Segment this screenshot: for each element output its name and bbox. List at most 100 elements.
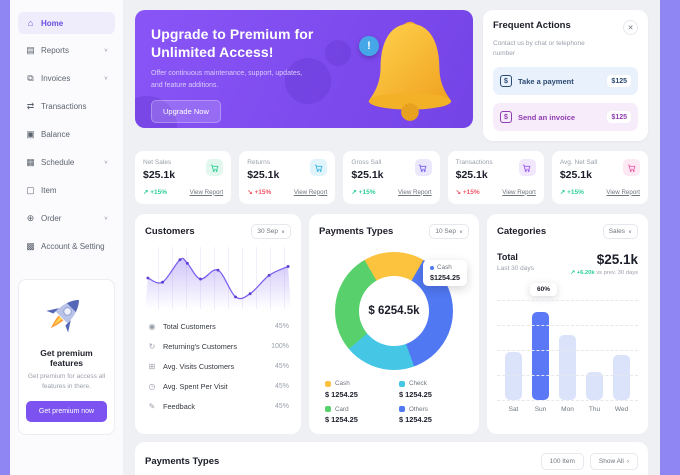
banner-subtitle: Offer continuous maintenance, support, u…	[151, 70, 303, 89]
customers-icon: ◉	[148, 321, 156, 331]
notification-badge: !	[359, 36, 379, 56]
sidebar-item-balance[interactable]: ▣ Balance	[18, 123, 115, 146]
stat-change: ↗ +15%	[351, 189, 376, 197]
banner-title: Upgrade to Premium for Unlimited Access!	[151, 26, 314, 61]
sidebar-item-label: Balance	[41, 130, 70, 139]
sidebar-item-label: Home	[41, 18, 64, 28]
cart-icon	[310, 159, 328, 177]
reports-icon: ▤	[26, 45, 35, 55]
legend-item-others: Others $ 1254.25	[399, 405, 432, 425]
chevron-right-icon: ›	[626, 458, 629, 466]
bottom-section-title: Payments Types	[145, 456, 220, 468]
legend-item-cash: Cash $ 1254.25	[325, 380, 358, 399]
bar-mon[interactable]	[559, 335, 576, 401]
clock-icon: ◷	[148, 381, 156, 391]
sidebar-item-order[interactable]: ⊕ Order ∨	[18, 207, 115, 230]
period-label: Last 30 days	[497, 265, 534, 273]
metric-row-avg-spent: ◷ Avg. Spent Per Visit 45%	[148, 381, 290, 391]
trend-down-icon: ↘	[247, 189, 253, 197]
upgrade-now-button[interactable]: Upgrade Now	[151, 99, 221, 123]
donut-hole: $ 6254.5k	[359, 276, 429, 347]
chevron-down-icon: ∨	[280, 229, 285, 235]
sidebar-item-reports[interactable]: ▤ Reports ∨	[18, 39, 115, 62]
trend-up-icon: ↗	[570, 270, 576, 277]
payments-period-dropdown[interactable]: 10 Sep ∨	[429, 224, 469, 240]
bar-sun[interactable]	[532, 312, 549, 401]
action-amount: $125	[607, 75, 631, 88]
stat-label: Returns	[247, 159, 270, 167]
categories-bar-chart: 60% Sat Sun	[497, 283, 638, 413]
close-button[interactable]: ✕	[623, 20, 638, 35]
sidebar-promo-card: Get premium features Get premium for acc…	[18, 279, 115, 436]
trend-up-icon: ↗	[143, 189, 149, 197]
sidebar-item-invoices[interactable]: ⧉ Invoices ∨	[18, 67, 115, 90]
gridline	[497, 325, 638, 327]
left-accent-strip	[0, 0, 10, 475]
customers-panel: Customers 30 Sep ∨	[135, 214, 301, 435]
donut-center-value: $ 6254.5k	[368, 305, 420, 318]
chevron-down-icon: ∨	[103, 76, 108, 82]
gridline	[497, 375, 638, 377]
promo-description: Get premium for access all features in t…	[27, 373, 106, 391]
categories-summary: Total Last 30 days $25.1k ↗ +6.20k vs pr…	[497, 252, 638, 276]
stat-change: ↘ +15%	[455, 189, 480, 197]
stat-card-returns: Returns $25.1k ↘ +15% View Report	[239, 151, 336, 205]
stat-label: Avg. Net Sall	[559, 159, 598, 167]
sidebar-item-label: Account & Setting	[41, 242, 105, 251]
metric-row-avg-visits: ⊞ Avg. Visits Customers 45%	[148, 361, 289, 371]
sidebar-item-account-setting[interactable]: ▩ Account & Setting	[18, 235, 115, 258]
stat-change: ↘ +15%	[247, 189, 272, 197]
chevron-down-icon: ∨	[627, 229, 632, 235]
chevron-down-icon: ∨	[103, 160, 108, 166]
show-all-button[interactable]: Show All ›	[589, 453, 638, 471]
schedule-icon: ▦	[26, 157, 35, 167]
gridline	[497, 300, 638, 302]
stat-value: $25.1k	[559, 169, 592, 182]
legend-swatch	[325, 380, 331, 387]
tooltip-dot	[430, 265, 435, 270]
stat-value: $25.1k	[247, 169, 280, 182]
sidebar-item-label: Item	[41, 186, 57, 195]
view-report-link[interactable]: View Report	[293, 188, 328, 196]
top-row: ! Upgrade to Premium for Unlimited Acces…	[135, 10, 648, 142]
transactions-icon: ⇄	[26, 101, 35, 111]
cart-icon	[206, 159, 224, 177]
bar-thu[interactable]	[586, 372, 603, 401]
view-report-link[interactable]: View Report	[502, 188, 536, 196]
sidebar-item-schedule[interactable]: ▦ Schedule ∨	[18, 151, 115, 174]
metric-row-returning-customers: ↻ Returning's Customers 100%	[148, 341, 289, 351]
item-count-button[interactable]: 100 Item	[540, 453, 584, 471]
sidebar-item-item[interactable]: ▢ Item	[18, 179, 115, 202]
categories-filter-dropdown[interactable]: Sales ∨	[602, 224, 638, 240]
dollar-icon: $	[500, 75, 512, 88]
stat-card-gross-sall: Gross Sall $25.1k ↗ +15% View Report	[343, 151, 440, 205]
view-report-link[interactable]: View Report	[189, 188, 224, 196]
bar-sat[interactable]	[505, 352, 522, 401]
customers-metric-list: ◉ Total Customers 45% ↻ Returning's Cust…	[145, 316, 291, 416]
frequent-actions-card: Frequent Actions ✕ Contact us by chat or…	[483, 10, 648, 142]
customers-period-dropdown[interactable]: 30 Sep ∨	[251, 224, 291, 240]
view-report-link[interactable]: View Report	[398, 188, 432, 196]
customers-line-chart	[145, 247, 291, 310]
stats-row: Net Sales $25.1k ↗ +15% View Report Retu…	[135, 151, 649, 205]
feedback-icon: ✎	[148, 401, 156, 411]
stat-card-avg-net-sall: Avg. Net Sall $25.1k ↗ +15% View Report	[551, 151, 649, 205]
take-payment-action[interactable]: $ Take a payment $125	[493, 67, 638, 96]
sidebar-item-home[interactable]: ⌂ Home	[18, 12, 115, 34]
decorative-blob	[285, 58, 331, 104]
frequent-actions-subtitle: Contact us by chat or telephone number	[493, 40, 585, 58]
gridline	[497, 350, 638, 352]
view-report-link[interactable]: View Report	[606, 188, 641, 196]
sidebar-item-transactions[interactable]: ⇄ Transactions	[18, 95, 115, 118]
stat-value: $25.1k	[455, 169, 488, 182]
trend-up-icon: ↗	[351, 189, 357, 197]
right-accent-strip	[660, 0, 680, 475]
chevron-down-icon: ∨	[103, 216, 108, 222]
send-invoice-action[interactable]: $ Send an invoice $125	[493, 103, 638, 132]
categories-panel: Categories Sales ∨ Total Last 30 days $2…	[487, 214, 648, 435]
bar-wed[interactable]	[613, 355, 630, 401]
balance-icon: ▣	[26, 129, 35, 139]
get-premium-button[interactable]: Get premium now	[26, 401, 107, 423]
gridline	[497, 400, 638, 402]
